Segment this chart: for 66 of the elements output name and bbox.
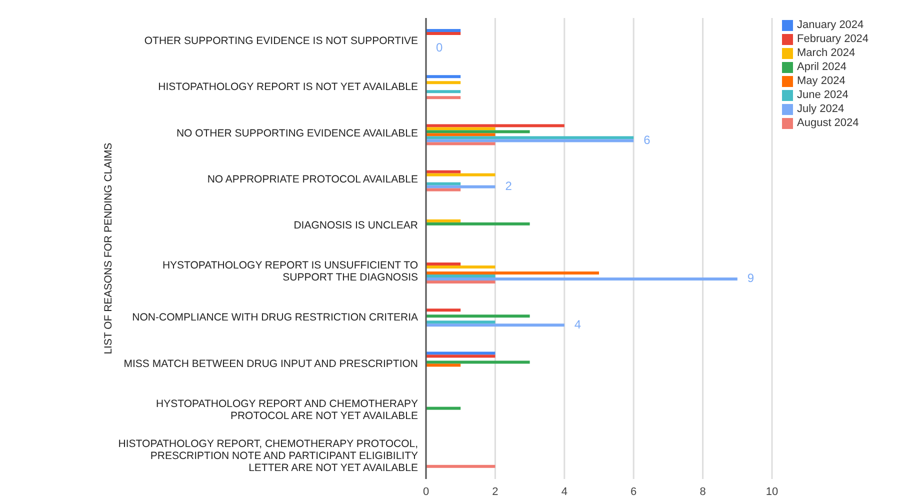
bar xyxy=(426,320,496,324)
legend-label: July 2024 xyxy=(797,103,844,115)
legend-label: January 2024 xyxy=(797,19,864,31)
y-tick-label: NO OTHER SUPPORTING EVIDENCE AVAILABLE xyxy=(176,127,418,140)
y-tick-label: NON-COMPLIANCE WITH DRUG RESTRICTION CRITERIA xyxy=(132,311,418,324)
legend-label: April 2024 xyxy=(797,61,847,73)
bar xyxy=(426,222,530,226)
bar xyxy=(426,314,530,318)
data-label: 6 xyxy=(644,132,651,147)
bar xyxy=(426,173,496,176)
x-tick-label: 10 xyxy=(766,486,778,498)
bar xyxy=(426,364,461,367)
bar xyxy=(426,308,461,312)
y-tick-label: MISS MATCH BETWEEN DRUG INPUT AND PRESCRIPTION xyxy=(124,358,418,370)
y-tick-label: HYSTOPATHOLOGY REPORT AND CHEMOTHERAPY PROTOCOL ARE NOT YET AVAILABLE xyxy=(156,398,418,422)
bar xyxy=(426,272,599,274)
x-tick-label: 6 xyxy=(630,486,637,498)
bar xyxy=(426,274,496,278)
bar xyxy=(426,136,634,140)
bar xyxy=(426,280,496,284)
bar xyxy=(426,170,461,174)
legend-label: March 2024 xyxy=(797,47,856,59)
bar xyxy=(426,188,461,192)
bar xyxy=(426,29,461,32)
y-tick-label: OTHER SUPPORTING EVIDENCE IS NOT SUPPORTIVE xyxy=(144,34,418,47)
bar xyxy=(426,142,496,146)
legend-label: February 2024 xyxy=(797,33,869,45)
bar xyxy=(426,130,530,134)
bar xyxy=(426,139,634,142)
bar xyxy=(426,324,564,327)
bar xyxy=(426,81,461,84)
bar xyxy=(426,352,496,355)
y-tick-label: NO APPROPRIATE PROTOCOL AVAILABLE xyxy=(207,173,418,186)
bar xyxy=(426,96,461,100)
bar xyxy=(426,354,496,358)
data-label: 0 xyxy=(436,40,443,55)
legend-label: May 2024 xyxy=(797,75,846,87)
bar xyxy=(426,278,738,280)
x-tick-label: 8 xyxy=(700,486,706,498)
bar xyxy=(426,75,461,78)
data-label: 4 xyxy=(574,317,582,332)
x-tick-label: 2 xyxy=(492,486,498,498)
legend-label: August 2024 xyxy=(797,117,859,129)
bar xyxy=(426,124,564,128)
bar xyxy=(426,266,496,268)
x-tick-label: 4 xyxy=(561,486,568,498)
y-tick-label: HISTOPATHOLOGY REPORT, CHEMOTHERAPY PROTOCOL, PRESCRIPTION NOTE AND PARTICIPANT ELIGIBILITY LETTER ARE NOT YET AVAILABLE xyxy=(118,438,418,474)
y-axis-title: LIST OF REASONS FOR PENDING CLAIMS xyxy=(102,142,115,354)
legend-label: June 2024 xyxy=(797,89,848,101)
y-tick-label: DIAGNOSIS IS UNCLEAR xyxy=(294,219,418,232)
bar xyxy=(426,90,461,94)
data-label: 9 xyxy=(747,271,754,286)
data-label: 2 xyxy=(505,178,512,193)
bar xyxy=(426,127,496,130)
bar xyxy=(426,133,496,136)
bar xyxy=(426,464,496,468)
bar xyxy=(426,360,530,364)
bar xyxy=(426,182,461,186)
bar xyxy=(426,219,461,222)
x-tick-label: 0 xyxy=(422,486,430,498)
bar xyxy=(426,262,461,266)
bar xyxy=(426,406,461,410)
bar xyxy=(426,185,496,188)
y-tick-label: HISTOPATHOLOGY REPORT IS NOT YET AVAILABLE xyxy=(158,80,418,93)
y-tick-label: HYSTOPATHOLOGY REPORT IS UNSUFFICIENT TO SUPPORT THE DIAGNOSIS xyxy=(162,259,418,284)
bar xyxy=(426,32,461,35)
